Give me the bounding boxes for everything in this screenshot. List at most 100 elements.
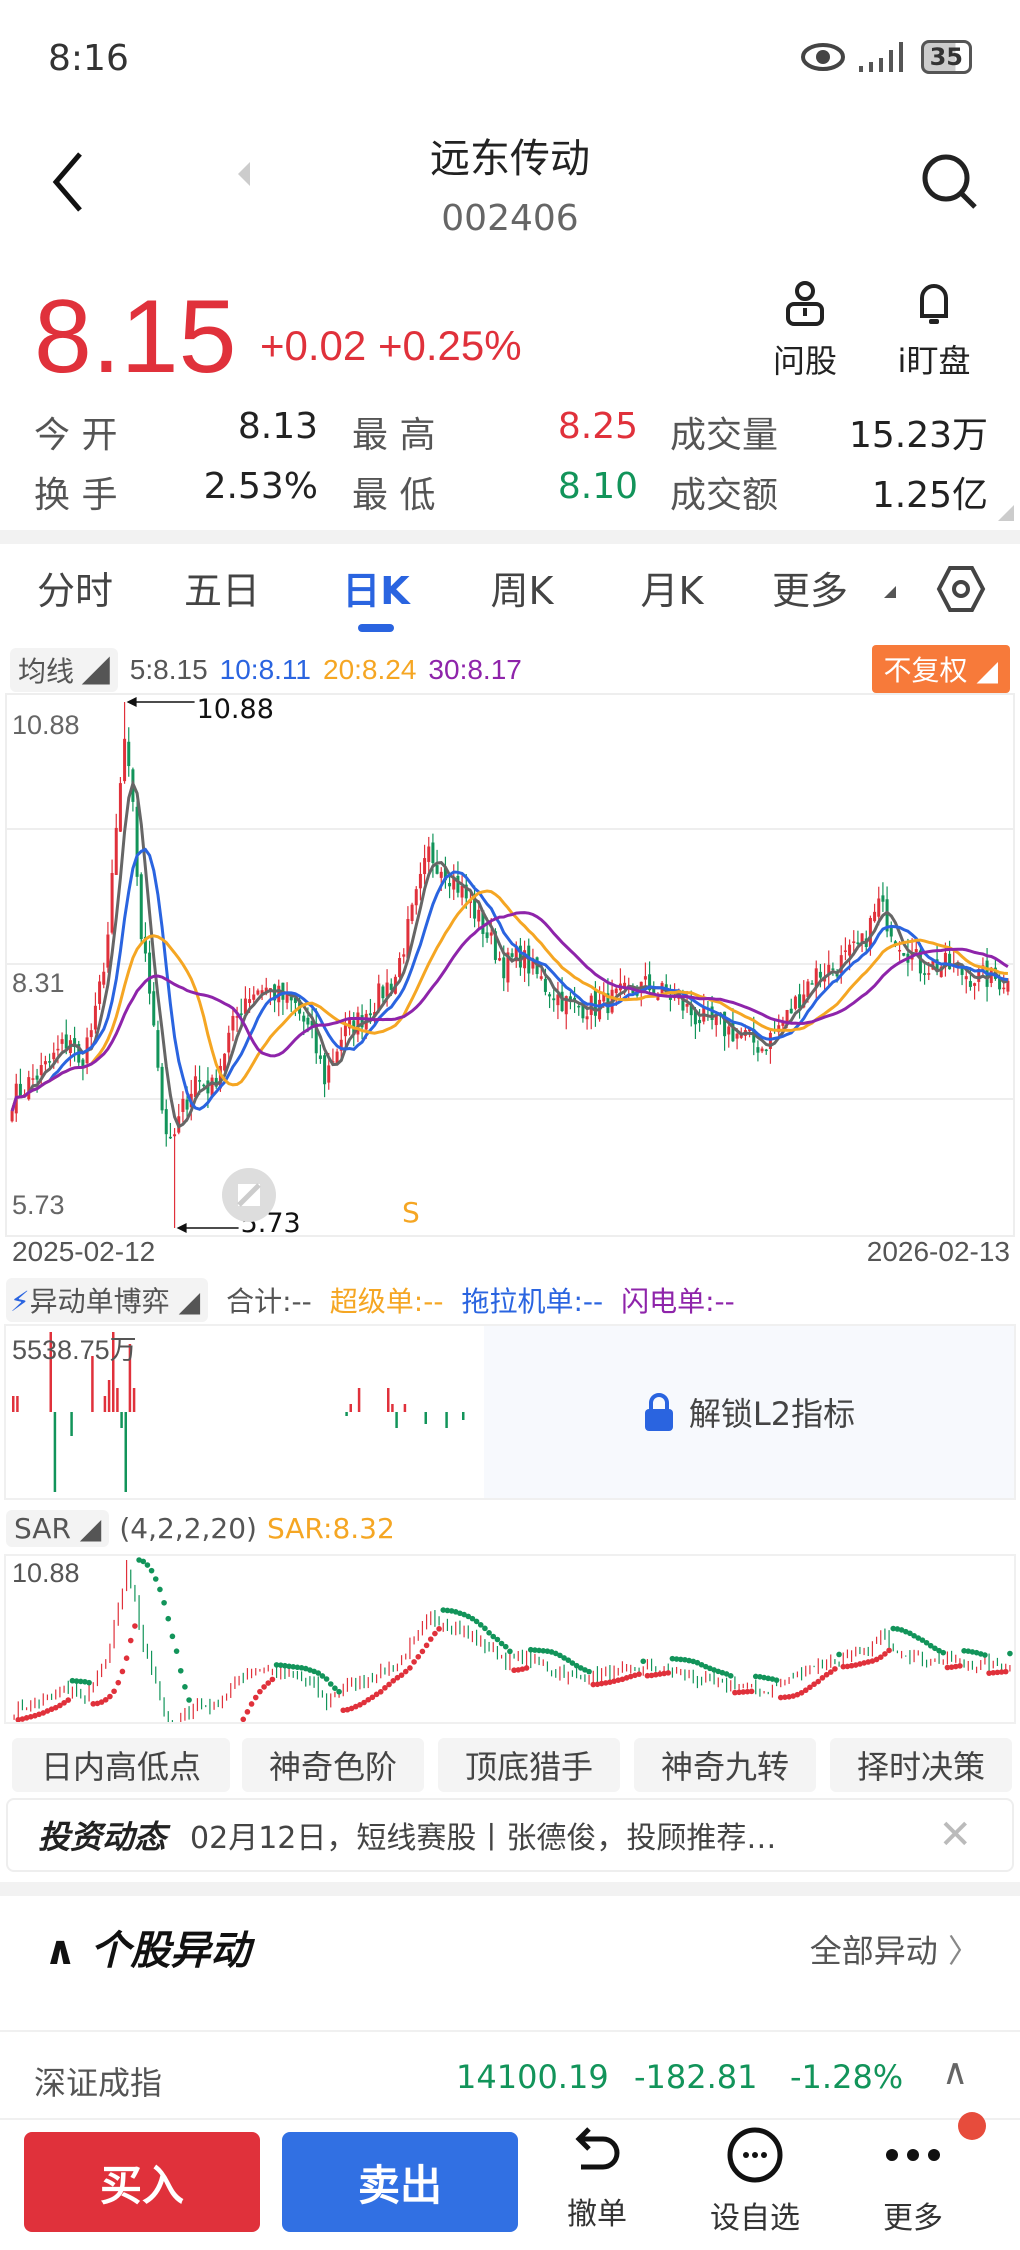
flow-bar [120, 1412, 123, 1428]
sar-dot [277, 1662, 284, 1668]
candle-body [489, 932, 493, 936]
more-circle-icon [727, 2127, 783, 2183]
notification-badge [958, 2112, 986, 2140]
candle-body [868, 917, 872, 949]
all-movements-link[interactable]: 全部异动 〉 [809, 1932, 980, 1970]
tab-weekly-k[interactable]: 周K [490, 569, 554, 613]
flow-bar [403, 1404, 407, 1412]
sar-dot [982, 1652, 988, 1658]
sar-dot [473, 1618, 480, 1625]
sar-dot [69, 1677, 76, 1684]
candle-body [285, 991, 289, 1003]
index-ticker[interactable]: 深证成指 14100.19 -182.81 -1.28% ∧ [34, 2052, 969, 2102]
tool-timing[interactable]: 择时决策 [830, 1738, 1012, 1792]
candle-body [756, 1047, 760, 1053]
quote-row-1: 今 开 8.13 最 高 8.25 成交量 15.23万 [34, 406, 988, 456]
sar-dot [57, 1702, 63, 1709]
sar-selector[interactable]: SAR ◢ [6, 1510, 110, 1547]
candle-body [1006, 980, 1010, 992]
sar-dot [565, 1657, 572, 1663]
advisor-icon [786, 281, 824, 326]
sar-dot [419, 1648, 426, 1655]
candle-body [248, 999, 252, 1003]
sar-dot [832, 1666, 838, 1672]
candle-body [514, 947, 518, 962]
movement-header[interactable]: ∧ 个股异动 [44, 1928, 251, 1974]
ma-selector[interactable]: 均线 ◢ [10, 648, 118, 692]
sar-dot [794, 1691, 801, 1698]
settings-icon[interactable] [936, 564, 986, 614]
candle-body [935, 959, 939, 973]
sar-dot [148, 1567, 155, 1574]
candle-body [314, 1023, 318, 1054]
candle-body [235, 1016, 239, 1018]
tab-five-day[interactable]: 五日 [183, 569, 261, 613]
sar-dot [590, 1681, 597, 1688]
candle-body [414, 889, 418, 906]
more-button[interactable]: 更多 [858, 2125, 968, 2237]
sar-dot [1007, 1650, 1013, 1657]
add-watchlist-button[interactable]: 设自选 [700, 2125, 810, 2237]
tab-more[interactable]: 更多 [771, 569, 849, 613]
x-end-label: 2026-02-13 [866, 1236, 1010, 1267]
chevron-up-icon[interactable]: ∧ [942, 2052, 969, 2093]
kline-chart[interactable] [0, 690, 1020, 1240]
flow-bar [128, 1344, 132, 1412]
candle-body [473, 895, 477, 919]
ma5-line [10, 779, 1009, 1129]
candle-body [552, 998, 556, 1001]
close-icon[interactable]: ✕ [938, 1812, 972, 1858]
prev-stock-icon[interactable] [238, 162, 252, 186]
sar-dot [761, 1674, 767, 1681]
search-icon[interactable] [920, 152, 980, 212]
candle-body [877, 898, 881, 917]
flow-bar [387, 1388, 390, 1412]
candle-body [427, 846, 431, 862]
tool-color-scale[interactable]: 神奇色阶 [242, 1738, 424, 1792]
tool-intraday-high-low[interactable]: 日内高低点 [12, 1738, 230, 1792]
candle-body [377, 983, 381, 1011]
candle-body [152, 991, 156, 1026]
sar-dot [736, 1689, 742, 1696]
expand-corner-icon[interactable] [998, 505, 1014, 521]
fullscreen-button[interactable] [222, 1168, 276, 1222]
flow-chart [4, 1324, 1016, 1500]
sar-dot [132, 1623, 138, 1629]
candle-body [806, 981, 810, 998]
watch-button[interactable]: i盯盘 [884, 278, 984, 382]
sar-dot [944, 1664, 951, 1671]
sar-dot [848, 1662, 855, 1669]
candle-body [548, 994, 552, 997]
candle-body [56, 1048, 60, 1051]
sar-dot [673, 1656, 680, 1662]
sar-dot [994, 1669, 1001, 1676]
sar-dot [265, 1680, 272, 1686]
candle-body [518, 945, 522, 968]
flow-bar [345, 1412, 348, 1416]
candle-body [714, 1015, 718, 1026]
candle-body [781, 1021, 785, 1026]
candle-body [918, 950, 922, 974]
back-icon[interactable] [48, 150, 88, 214]
buy-button[interactable]: 买入 [24, 2132, 260, 2232]
sar-dot [290, 1664, 297, 1670]
cancel-order-button[interactable]: 撤单 [542, 2125, 652, 2233]
tab-intraday[interactable]: 分时 [36, 569, 114, 613]
sell-button[interactable]: 卖出 [282, 2132, 518, 2232]
tool-top-bottom[interactable]: 顶底猎手 [438, 1738, 620, 1792]
unlock-l2-button[interactable]: 解锁L2指标 [484, 1326, 1014, 1498]
news-banner[interactable]: 投资动态 02月12日，短线赛股丨张德俊，投顾推荐… ✕ [6, 1798, 1014, 1872]
ask-stock-button[interactable]: 问股 [755, 278, 855, 382]
candle-body [289, 996, 293, 1001]
tool-magic-nine[interactable]: 神奇九转 [634, 1738, 816, 1792]
y-min-label: 5.73 [12, 1190, 65, 1220]
flow-selector[interactable]: ⚡异动单博弈 ◢ [6, 1278, 209, 1322]
sar-dot [965, 1648, 972, 1654]
sar-dot [286, 1663, 292, 1670]
lock-icon [644, 1393, 673, 1431]
adjust-selector[interactable]: 不复权 ◢ [871, 645, 1010, 693]
sar-dot [773, 1677, 780, 1683]
sar-dot [540, 1648, 547, 1654]
tab-daily-k[interactable]: 日K [342, 569, 410, 613]
tab-monthly-k[interactable]: 月K [640, 569, 704, 613]
